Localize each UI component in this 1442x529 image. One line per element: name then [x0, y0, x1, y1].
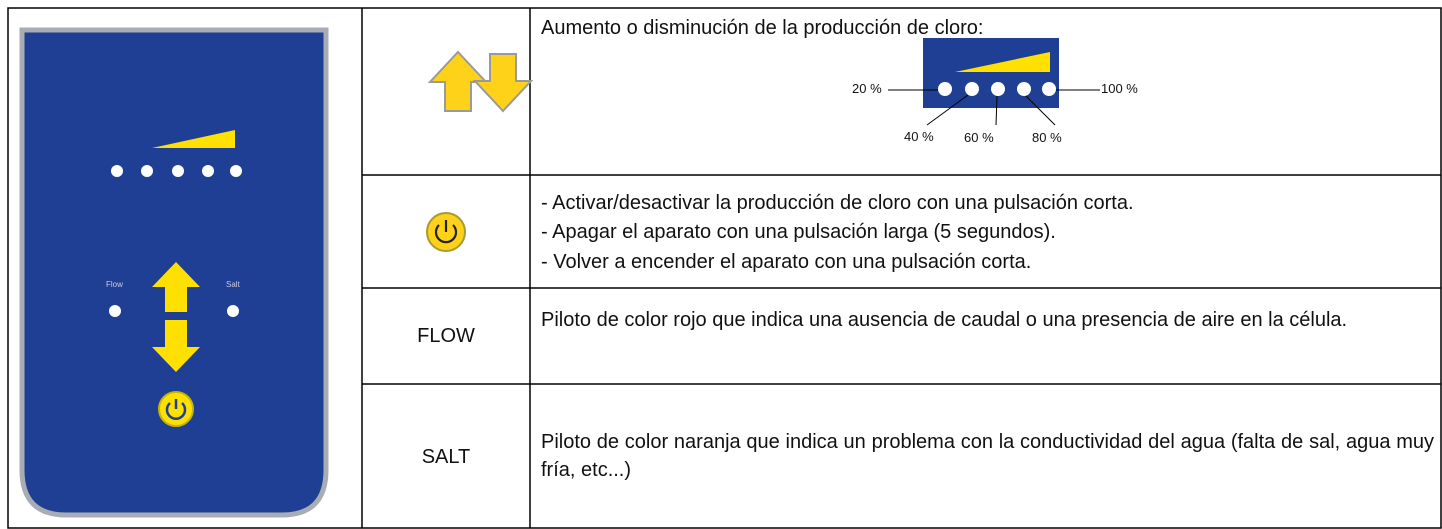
level-diagram	[888, 38, 1100, 126]
level-label: 40 %	[904, 129, 934, 144]
power-icon	[426, 212, 466, 252]
table-grid	[7, 7, 1442, 529]
level-label: 20 %	[852, 81, 882, 96]
arrow-icons	[427, 50, 534, 113]
row-description: Piloto de color naranja que indica un pr…	[541, 431, 1434, 481]
row-line: - Apagar el aparato con una pulsación la…	[541, 221, 1056, 243]
salt-label: Salt	[226, 280, 240, 289]
row-line: - Volver a encender el aparato con una p…	[541, 251, 1032, 273]
level-label: 80 %	[1032, 130, 1062, 145]
level-label: 100 %	[1101, 81, 1138, 96]
device-panel	[19, 27, 329, 518]
row-key: SALT	[421, 446, 471, 468]
level-label: 60 %	[964, 130, 994, 145]
row-description: Piloto de color rojo que indica una ause…	[541, 309, 1348, 331]
row-line: - Activar/desactivar la producción de cl…	[541, 192, 1134, 214]
flow-label: Flow	[106, 280, 123, 289]
row-description: Aumento o disminución de la producción d…	[541, 17, 984, 39]
row-key: FLOW	[417, 325, 475, 347]
